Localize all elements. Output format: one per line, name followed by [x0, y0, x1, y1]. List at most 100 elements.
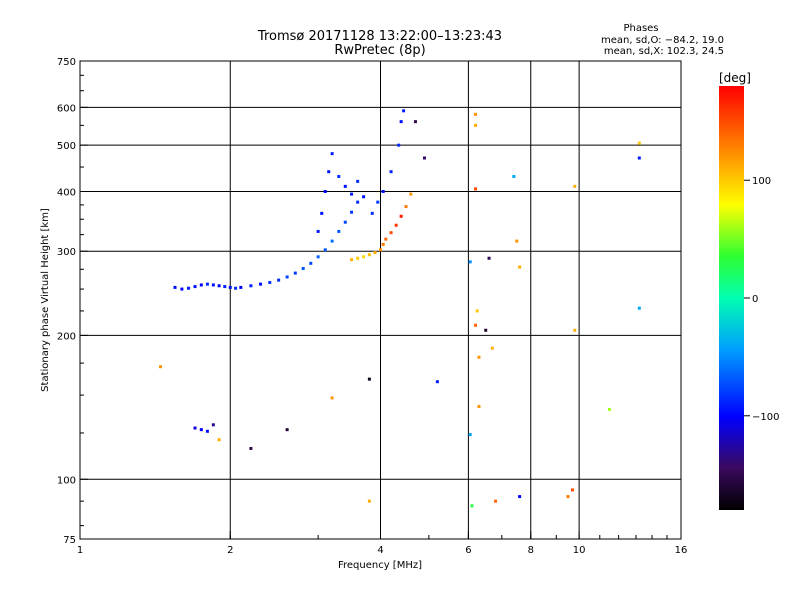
data-point: [323, 189, 327, 193]
data-point: [515, 239, 519, 243]
data-point: [487, 256, 491, 260]
chart-subtitle: RwPretec (8p): [334, 43, 425, 58]
data-point: [573, 184, 577, 188]
data-point: [494, 499, 498, 503]
data-point: [477, 355, 481, 359]
data-point: [607, 407, 611, 411]
data-point: [571, 488, 575, 492]
data-point: [199, 283, 203, 287]
data-point: [173, 285, 177, 289]
y-tick-label: 100: [57, 475, 76, 486]
y-tick-label: 75: [63, 535, 76, 546]
colorbar-tick-label: −100: [752, 412, 779, 423]
data-point: [381, 242, 385, 246]
data-point: [205, 429, 209, 433]
data-point: [402, 109, 406, 113]
y-tick-label: 750: [57, 57, 76, 68]
x-tick-label: 1: [77, 545, 83, 556]
data-point: [473, 323, 477, 327]
data-point: [370, 211, 374, 215]
data-point: [637, 141, 641, 145]
y-tick-label: 500: [57, 141, 76, 152]
legend-x-stats: mean, sd,X: 102.3, 24.5: [604, 46, 724, 57]
data-point: [259, 282, 263, 286]
data-point: [217, 438, 221, 442]
data-point: [249, 284, 253, 288]
grid-lines: [80, 61, 681, 539]
x-tick-label: 2: [227, 545, 233, 556]
data-point: [285, 428, 289, 432]
data-point: [343, 220, 347, 224]
data-point: [379, 248, 382, 252]
data-point: [277, 278, 281, 282]
x-tick-label: 10: [573, 545, 586, 556]
data-point: [268, 281, 272, 285]
data-point: [223, 285, 227, 289]
data-point: [367, 377, 371, 381]
data-point: [180, 287, 184, 291]
data-point: [470, 504, 474, 508]
data-point: [234, 286, 238, 290]
data-point: [301, 267, 305, 271]
data-point: [193, 426, 197, 430]
y-axis: 75 100 200 300 400 500 600 750: [57, 57, 88, 546]
data-point: [343, 184, 347, 188]
data-point: [518, 265, 522, 269]
colorbar-ticks: 100 0 −100: [744, 176, 779, 423]
data-point: [435, 380, 439, 384]
data-point: [337, 174, 341, 178]
data-point: [362, 255, 366, 259]
data-point: [330, 152, 334, 156]
data-point: [356, 179, 360, 183]
data-point: [193, 285, 197, 289]
data-point: [422, 156, 426, 160]
data-point: [239, 285, 243, 289]
data-point: [249, 446, 253, 450]
data-point: [373, 251, 377, 255]
data-point: [362, 195, 366, 199]
data-point: [350, 192, 354, 196]
data-point: [211, 283, 215, 287]
legend-o-stats: mean, sd,O: −84.2, 19.0: [601, 35, 724, 46]
data-point: [320, 211, 324, 215]
data-point: [316, 255, 320, 259]
data-point: [637, 306, 641, 310]
data-point: [413, 120, 417, 124]
chart-title: Tromsø 20171128 13:22:00–13:23:43: [257, 29, 502, 44]
y-tick-label: 400: [57, 187, 76, 198]
colorbar-tick-label: 100: [752, 176, 771, 187]
x-axis-label: Frequency [MHz]: [338, 560, 422, 571]
data-point: [468, 433, 472, 437]
x-tick-label: 8: [528, 545, 534, 556]
data-point: [409, 192, 413, 196]
data-point: [367, 499, 371, 503]
x-tick-label: 16: [675, 545, 688, 556]
data-point: [330, 239, 334, 243]
data-point: [228, 285, 232, 289]
data-point: [376, 200, 380, 204]
data-point: [473, 187, 477, 191]
data-point: [309, 261, 313, 265]
data-points: [159, 109, 641, 508]
x-tick-label: 4: [377, 545, 383, 556]
legend-title: Phases: [623, 23, 658, 34]
data-point: [477, 404, 481, 408]
colorbar: [719, 86, 744, 510]
colorbar-tick-label: 0: [752, 294, 758, 305]
y-tick-label: 300: [57, 247, 76, 258]
data-point: [475, 309, 479, 313]
data-point: [293, 271, 297, 275]
data-point: [473, 112, 477, 116]
data-point: [389, 170, 393, 174]
data-point: [399, 214, 403, 218]
data-point: [384, 237, 388, 241]
data-point: [484, 328, 488, 332]
data-point: [512, 174, 516, 178]
data-point: [205, 282, 209, 286]
data-point: [356, 200, 360, 204]
data-point: [566, 495, 570, 499]
data-point: [397, 143, 401, 147]
y-tick-label: 200: [57, 331, 76, 342]
data-point: [473, 123, 477, 127]
